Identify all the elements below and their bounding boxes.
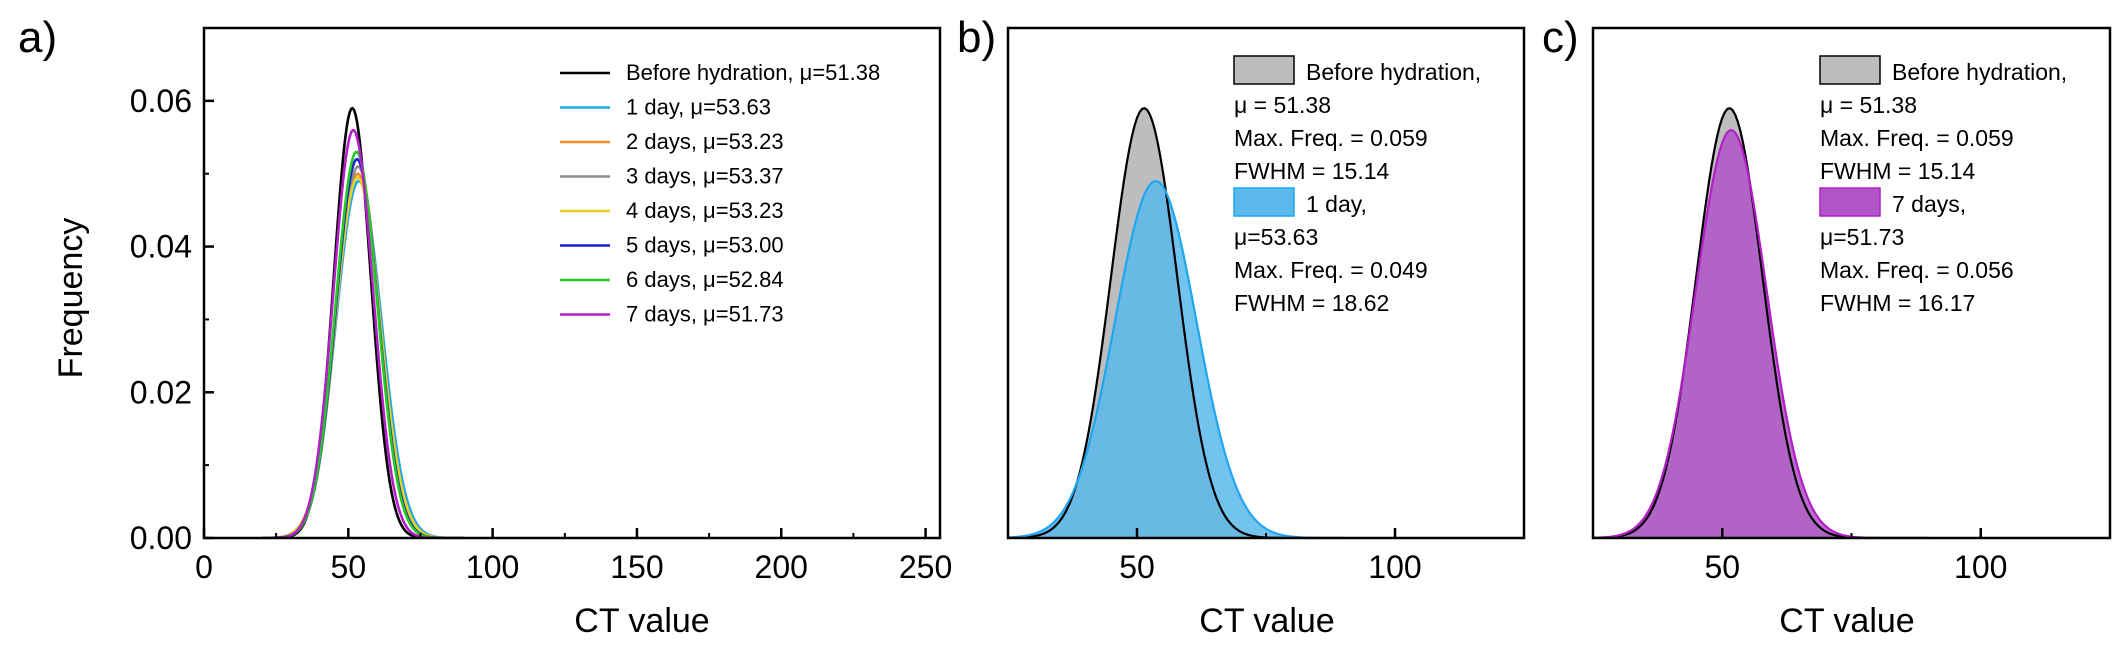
panel-c-plot-area: 50 100 Before hydration, μ = 51.38 Max. Freq…: [1591, 26, 2112, 585]
panel-a: a) CT value Frequency 0 50 100 150 200 250 0.0…: [18, 13, 952, 640]
panel-a-y-tick-label: 0.04: [130, 229, 192, 265]
panel-a-series-line-2: [261, 172, 464, 538]
panel-b-plot-area: 50 100 Before hydration, μ = 51.38 Max. Freq…: [1006, 26, 1526, 585]
panel-b-annotation-line: Max. Freq. = 0.049: [1234, 257, 1428, 283]
panel-b-x-tick-label: 100: [1368, 549, 1421, 585]
panel-b-series-area-1: [1008, 181, 1344, 538]
panel-c-annotation-line: FWHM = 16.17: [1820, 290, 1975, 316]
panel-c-legend-label: Before hydration,: [1892, 59, 2067, 85]
panel-a-x-axis-title: CT value: [574, 602, 709, 640]
panel-b-annotation-line: Max. Freq. = 0.059: [1234, 125, 1428, 151]
panel-c-legend-swatch: [1819, 55, 1881, 85]
panel-a-series-line-5: [261, 157, 464, 538]
panel-c-annotation-line: FWHM = 15.14: [1820, 158, 1976, 184]
panel-c-series-area-1: [1593, 130, 1930, 538]
panel-a-x-tick-label: 150: [610, 549, 663, 585]
panel-c-legend-label: 7 days,: [1892, 191, 1966, 217]
panel-a-x-tick-label: 250: [899, 549, 952, 585]
panel-a-legend-label: 3 days, μ=53.37: [626, 164, 784, 189]
panel-a-plot-area: 0 50 100 150 200 250 0.00 0.02 0.04 0.06 Before hy…: [130, 26, 952, 585]
panel-a-x-tick-label: 50: [331, 549, 367, 585]
panel-a-series-line-3: [261, 165, 464, 538]
panel-c-x-axis-title: CT value: [1779, 602, 1914, 640]
panel-a-legend-label: 5 days, μ=53.00: [626, 233, 784, 258]
panel-c-annotation-line: Max. Freq. = 0.059: [1820, 125, 2014, 151]
panel-c-annotation-line: μ=51.73: [1820, 224, 1904, 250]
panel-b-x-tick-label: 50: [1119, 549, 1155, 585]
panel-a-y-tick-label: 0.06: [130, 83, 192, 119]
panel-b-x-axis-title: CT value: [1199, 602, 1334, 640]
panel-b-annotation-line: FWHM = 15.14: [1234, 158, 1390, 184]
panel-c: c) CT value 50 100 Before hydration, μ = 51…: [1542, 13, 2112, 640]
panel-a-x-tick-label: 0: [195, 549, 213, 585]
panel-a-series-line-1: [261, 179, 464, 538]
panel-a-curves: [261, 106, 464, 538]
panel-a-x-tick-label: 200: [755, 549, 808, 585]
panel-c-x-tick-label: 50: [1704, 549, 1740, 585]
panel-b-annotation-line: μ = 51.38: [1234, 92, 1331, 118]
panel-a-y-axis-title: Frequency: [52, 218, 90, 379]
panel-c-legend-swatch: [1819, 187, 1881, 217]
panel-c-x-tick-label: 100: [1954, 549, 2007, 585]
panel-a-x-tick-label: 100: [466, 549, 519, 585]
panel-b-legend-label: Before hydration,: [1306, 59, 1481, 85]
panel-b: b) CT value 50 100 Before hydration, μ = 51…: [957, 13, 1526, 640]
panel-a-series-line-4: [261, 176, 464, 538]
panel-a-y-tick-label: 0.02: [130, 374, 192, 410]
panel-c-annotation-line: μ = 51.38: [1820, 92, 1917, 118]
panel-a-y-tick-label: 0.00: [130, 520, 192, 556]
panel-c-annotation-line: Max. Freq. = 0.056: [1820, 257, 2014, 283]
panel-a-legend-label: 2 days, μ=53.23: [626, 129, 784, 154]
panel-a-legend-label: 7 days, μ=51.73: [626, 302, 784, 327]
panel-a-legend-label: 1 day, μ=53.63: [626, 95, 771, 120]
panel-b-annotation-line: μ=53.63: [1234, 224, 1318, 250]
panel-a-letter: a): [18, 13, 57, 62]
panel-b-annotation-line: FWHM = 18.62: [1234, 290, 1389, 316]
panel-b-legend-swatch: [1233, 55, 1295, 85]
panel-a-series-line-6: [261, 150, 464, 538]
panel-c-letter: c): [1542, 13, 1579, 62]
panel-a-legend-label: 6 days, μ=52.84: [626, 267, 784, 292]
panel-b-legend-label: 1 day,: [1306, 191, 1367, 217]
panel-a-frame: [202, 26, 942, 540]
panel-b-series-outline-1: [1008, 179, 1344, 538]
panel-b-letter: b): [957, 13, 996, 62]
panel-a-legend-label: 4 days, μ=53.23: [626, 198, 784, 223]
panel-a-legend-label: Before hydration, μ=51.38: [626, 60, 880, 85]
panel-b-legend-swatch: [1233, 187, 1295, 217]
